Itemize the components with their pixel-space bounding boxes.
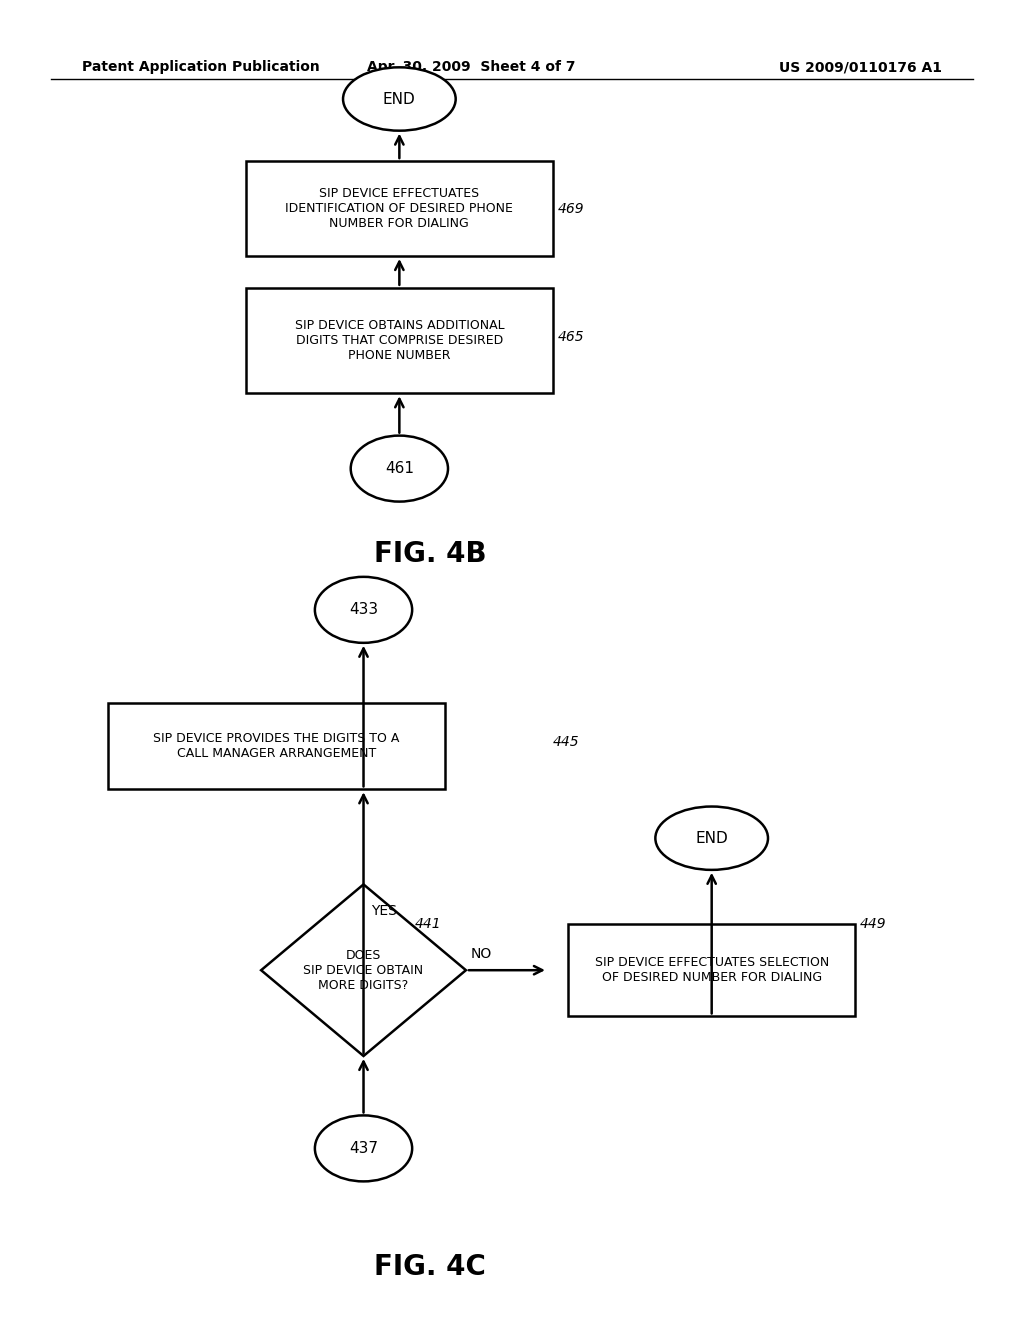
Text: US 2009/0110176 A1: US 2009/0110176 A1 — [779, 61, 942, 74]
Text: 449: 449 — [860, 917, 887, 931]
Text: Patent Application Publication: Patent Application Publication — [82, 61, 319, 74]
Ellipse shape — [315, 577, 412, 643]
Bar — [246, 161, 553, 256]
Text: FIG. 4B: FIG. 4B — [374, 540, 486, 569]
Text: SIP DEVICE OBTAINS ADDITIONAL
DIGITS THAT COMPRISE DESIRED
PHONE NUMBER: SIP DEVICE OBTAINS ADDITIONAL DIGITS THA… — [295, 319, 504, 362]
Bar — [246, 288, 553, 393]
Text: END: END — [383, 91, 416, 107]
Bar — [108, 702, 445, 788]
Ellipse shape — [315, 1115, 412, 1181]
Text: 465: 465 — [558, 330, 585, 343]
Text: SIP DEVICE EFFECTUATES SELECTION
OF DESIRED NUMBER FOR DIALING: SIP DEVICE EFFECTUATES SELECTION OF DESI… — [595, 956, 828, 985]
Text: FIG. 4C: FIG. 4C — [374, 1253, 486, 1282]
Ellipse shape — [655, 807, 768, 870]
Text: YES: YES — [371, 904, 396, 917]
Ellipse shape — [350, 436, 449, 502]
Text: DOES
SIP DEVICE OBTAIN
MORE DIGITS?: DOES SIP DEVICE OBTAIN MORE DIGITS? — [303, 949, 424, 991]
Polygon shape — [261, 884, 466, 1056]
Bar — [568, 924, 855, 1016]
Text: 445: 445 — [553, 735, 580, 748]
Text: SIP DEVICE EFFECTUATES
IDENTIFICATION OF DESIRED PHONE
NUMBER FOR DIALING: SIP DEVICE EFFECTUATES IDENTIFICATION OF… — [286, 187, 513, 230]
Text: SIP DEVICE PROVIDES THE DIGITS TO A
CALL MANAGER ARRANGEMENT: SIP DEVICE PROVIDES THE DIGITS TO A CALL… — [154, 731, 399, 760]
Text: 437: 437 — [349, 1140, 378, 1156]
Text: 441: 441 — [415, 917, 441, 931]
Text: END: END — [695, 830, 728, 846]
Text: NO: NO — [471, 948, 493, 961]
Ellipse shape — [343, 67, 456, 131]
Text: 433: 433 — [349, 602, 378, 618]
Text: 461: 461 — [385, 461, 414, 477]
Text: Apr. 30, 2009  Sheet 4 of 7: Apr. 30, 2009 Sheet 4 of 7 — [367, 61, 575, 74]
Text: 469: 469 — [558, 202, 585, 215]
